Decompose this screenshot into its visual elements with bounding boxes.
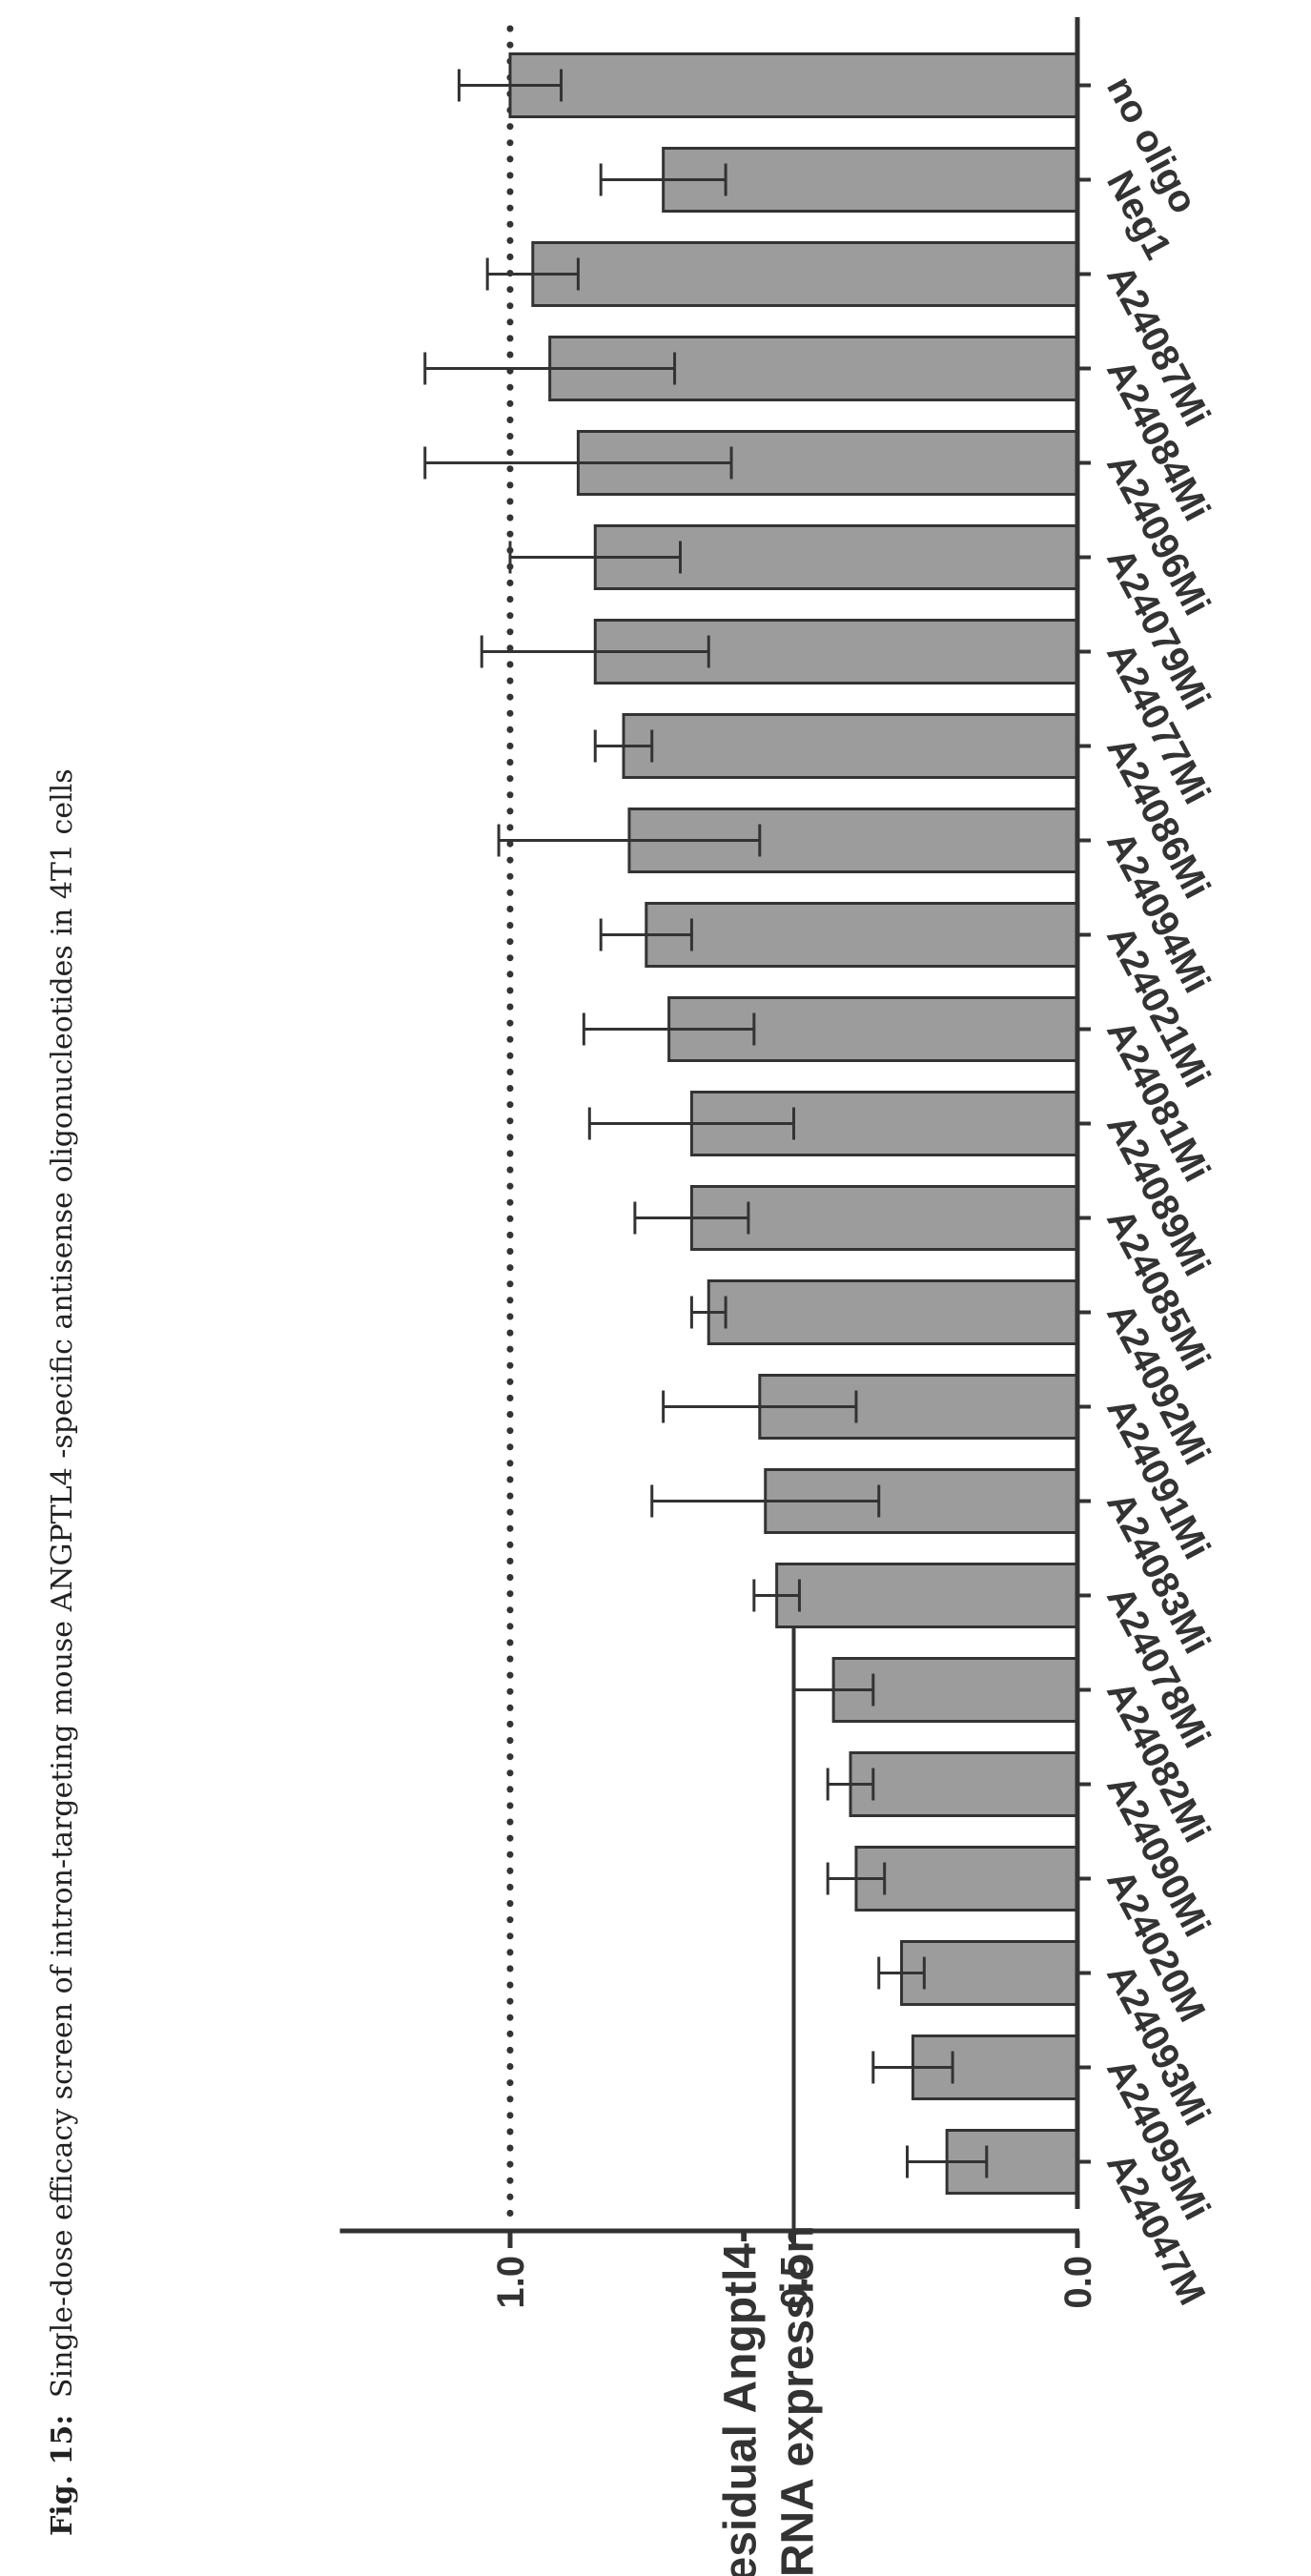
value-axis-title-line: Residual Angptl4-: [716, 2228, 767, 2576]
bar: [707, 1279, 1079, 1345]
caption-label: Fig. 15:: [46, 2415, 79, 2536]
svg-text:Fig. 15: Single-dose eff: Fig. 15: Single-dose efficacy screen of …: [46, 768, 79, 2536]
value-tick-label: 0.0: [1057, 2256, 1099, 2309]
bar: [531, 241, 1079, 307]
bar: [849, 1751, 1079, 1817]
bar: [622, 713, 1079, 779]
bar: [854, 1846, 1079, 1912]
value-tick-label: 1.0: [490, 2256, 532, 2309]
bar: [645, 902, 1079, 968]
caption-text: Single-dose efficacy screen of intron-ta…: [46, 768, 79, 2398]
figure-caption: Fig. 15: Single-dose efficacy screen of …: [46, 768, 79, 2536]
bar: [900, 1940, 1079, 2006]
bar: [662, 147, 1079, 213]
value-tick-label: 0.5: [774, 2256, 816, 2309]
value-axis-title-line: mRNA expression: [773, 2225, 824, 2576]
bar: [508, 52, 1079, 118]
value-axis-title: Residual Angptl4- mRNA expression: [716, 2225, 824, 2576]
plot-area: no oligoNeg1A24087MiA24084MiA24096MiA240…: [339, 17, 1219, 2576]
bar: [775, 1563, 1079, 1628]
